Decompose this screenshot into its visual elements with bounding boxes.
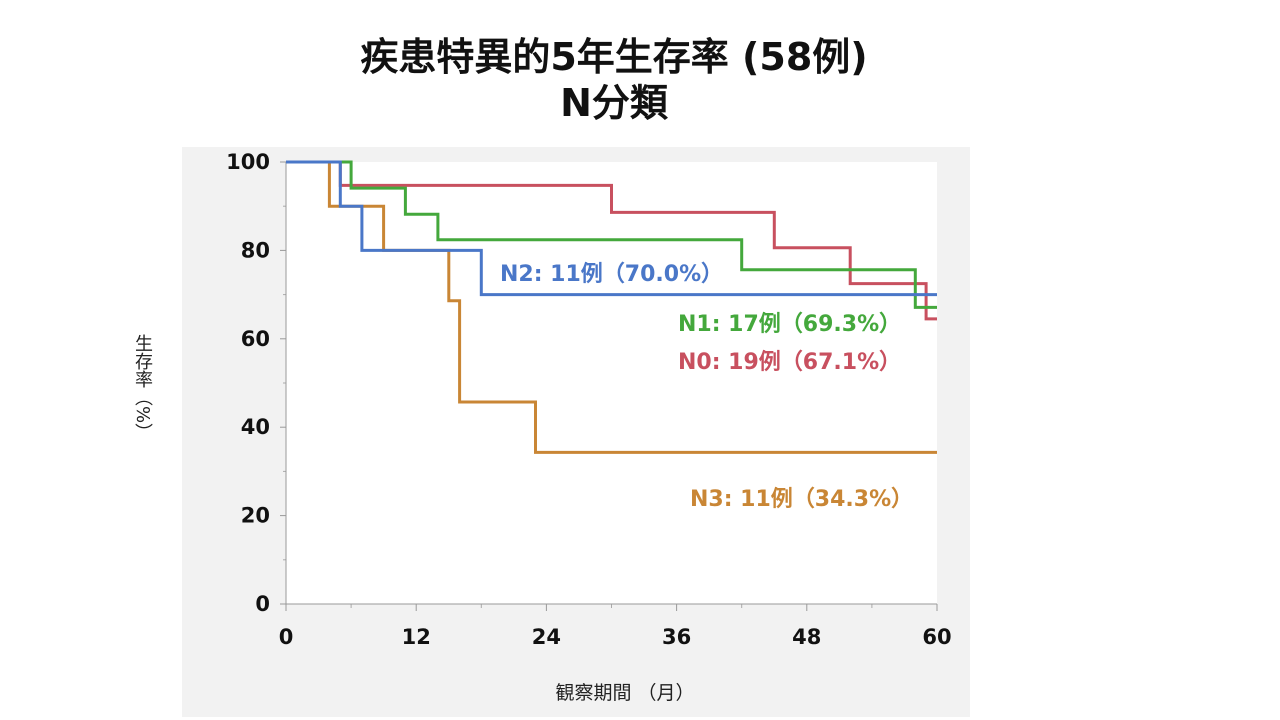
x-tick-label: 12	[402, 625, 431, 649]
series-line-n1	[286, 160, 937, 309]
series-label-n2: N2: 11例（70.0%）	[500, 262, 723, 287]
tick-labels: 0 20 40 60 80 100 0 12 24 36 48 60	[226, 150, 951, 649]
y-tick-label: 80	[241, 238, 270, 262]
series-labels: N0: 19例（67.1%） N1: 17例（69.3%） N2: 11例（70.0…	[500, 262, 913, 512]
series-lines	[286, 160, 937, 454]
y-tick-label: 0	[255, 592, 270, 616]
x-tick-label: 24	[532, 625, 561, 649]
chart-subtitle: N分類	[560, 81, 668, 125]
plot-area	[286, 162, 937, 604]
x-tick-label: 0	[279, 625, 294, 649]
series-line-n3	[286, 160, 937, 454]
series-label-n1: N1: 17例（69.3%）	[678, 312, 901, 337]
x-tick-label: 60	[922, 625, 951, 649]
chart-title: 疾患特異的5年生存率 (58例)	[360, 35, 868, 79]
y-tick-label: 40	[241, 415, 270, 439]
series-line-n2	[286, 160, 937, 297]
y-tick-label: 20	[241, 504, 270, 528]
series-label-n3: N3: 11例（34.3%）	[690, 487, 913, 512]
x-tick-label: 36	[662, 625, 691, 649]
y-tick-label: 100	[226, 150, 270, 174]
y-axis-label: 生存率（%）	[132, 334, 153, 442]
x-tick-label: 48	[792, 625, 821, 649]
series-label-n0: N0: 19例（67.1%）	[678, 350, 901, 375]
y-tick-label: 60	[241, 327, 270, 351]
x-axis-label: 観察期間 （月）	[555, 682, 695, 704]
